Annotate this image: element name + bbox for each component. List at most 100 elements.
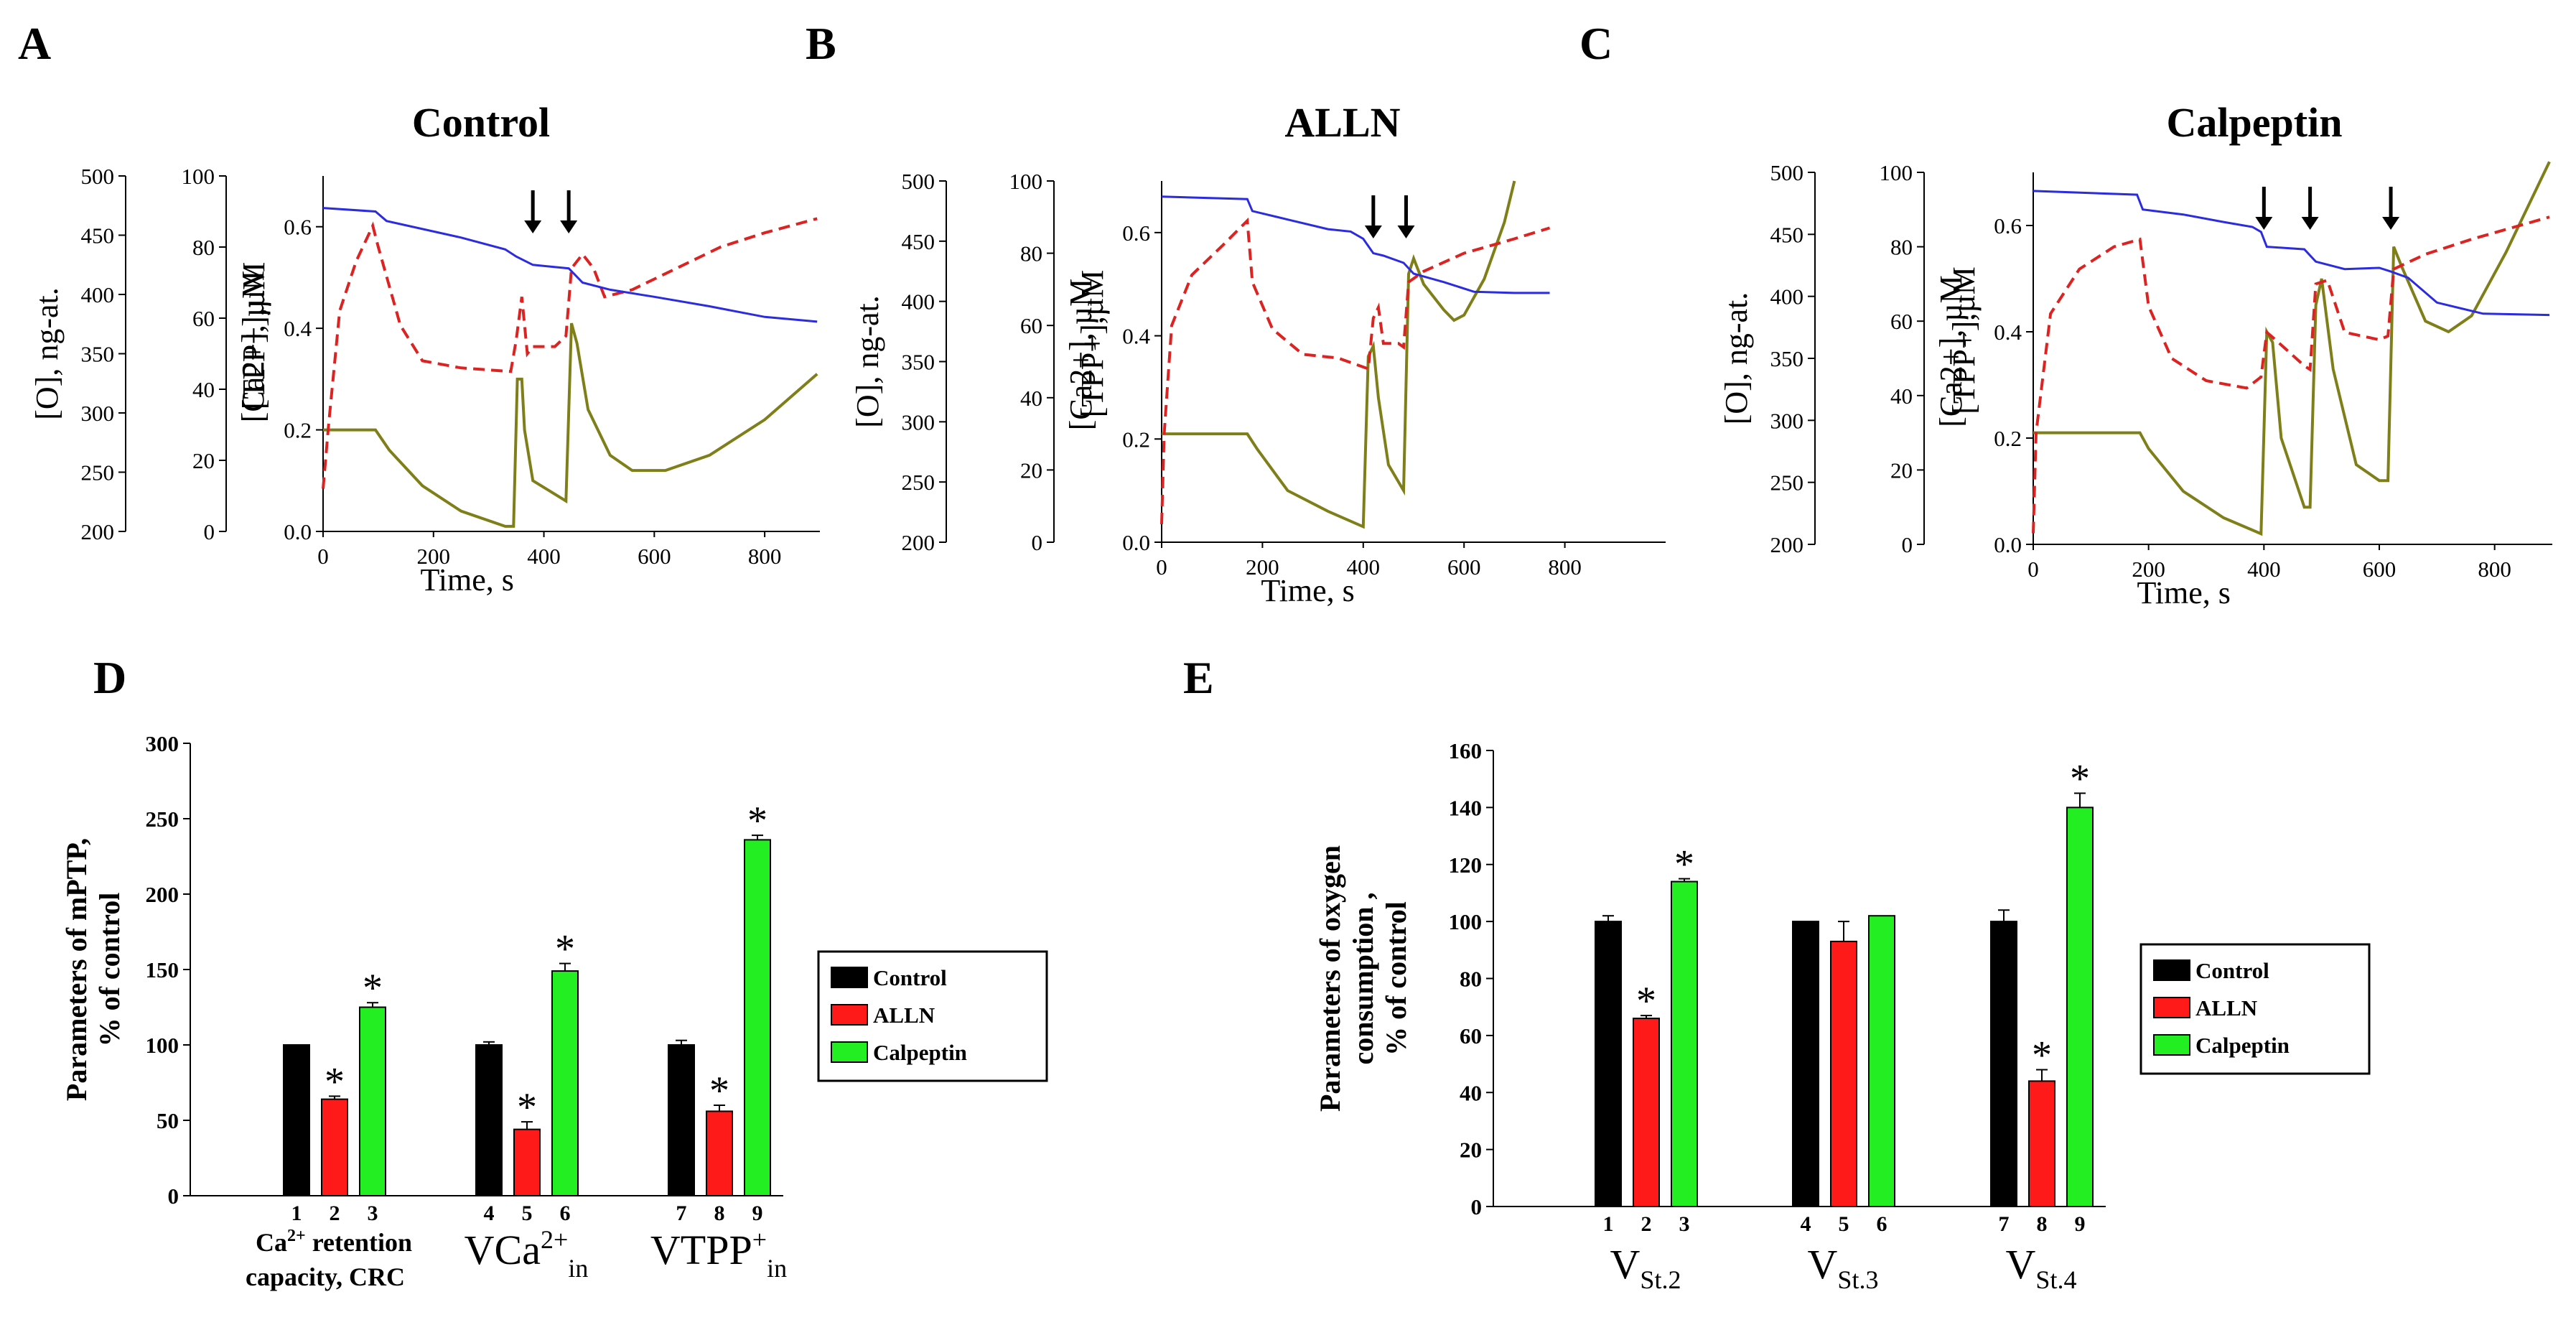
time-tick-label: 0	[1156, 554, 1167, 580]
bar-y-tick-label: 60	[1460, 1023, 1482, 1049]
time-tick-label: 600	[638, 544, 671, 569]
calcium-tick-label: 80	[1020, 241, 1042, 266]
time-tick-label: 600	[2363, 557, 2397, 582]
tpp-tick-label: 0.6	[1122, 220, 1150, 246]
calcium-tick-label: 0	[204, 519, 215, 544]
oxygen-tick-label: 200	[81, 519, 115, 544]
legend-label: Control	[873, 965, 947, 990]
tpp-tick-label: 0.2	[1122, 427, 1150, 452]
oxygen-tick-label: 350	[1770, 346, 1804, 371]
time-tick-label: 400	[1347, 554, 1381, 580]
bar-panel-oxygen: 0 20 40 60 80 100 120 140 160 Parameters of oxyge…	[1314, 738, 2371, 1294]
tpp-trace	[2033, 161, 2551, 536]
oxygen-tick-label: 400	[902, 289, 935, 315]
calcium-tick-label: 0	[1032, 530, 1043, 555]
panel-letter-b: B	[806, 18, 836, 69]
bar-number: 7	[1999, 1212, 2010, 1236]
oxygen-tick-label: 450	[1770, 222, 1804, 247]
calcium-tick-label: 0	[1902, 532, 1913, 557]
time-tick-label: 800	[748, 544, 782, 569]
bar-calpeptin	[1671, 880, 1698, 1207]
group-label: VCa2+in	[465, 1225, 589, 1283]
bar-alln	[321, 1098, 348, 1196]
bar-number: 4	[484, 1201, 495, 1225]
oxygen-tick-label: 250	[81, 460, 115, 485]
oxygen-axis-label: [O], ng-at.	[1719, 292, 1754, 425]
panel-title: Control	[412, 99, 550, 146]
group-label: VSt.3	[1808, 1241, 1879, 1294]
tpp-axis-label: [TPP+],µM	[1075, 270, 1110, 417]
bar-number: 2	[1641, 1212, 1652, 1236]
bar-number: 9	[2075, 1212, 2086, 1236]
tpp-tick-label: 0.2	[1994, 426, 2022, 451]
legend-label: Control	[2195, 958, 2269, 983]
bar-number: 9	[752, 1201, 763, 1225]
calcium-tick-label: 20	[192, 448, 215, 473]
tpp-axis-label: [TPP+],µM	[236, 262, 271, 409]
bar-number: 6	[560, 1201, 571, 1225]
oxygen-tick-label: 300	[81, 401, 115, 426]
oxygen-tick-label: 250	[1770, 470, 1804, 496]
panel-letter-c: C	[1579, 18, 1613, 69]
significance-star: *	[747, 799, 767, 843]
bar-y-tick-label: 250	[146, 806, 179, 832]
addition-arrow-head	[2301, 217, 2319, 230]
oxygen-axis-label: [O], ng-at.	[29, 287, 65, 420]
legend-swatch-alln	[2153, 997, 2190, 1018]
time-tick-label: 200	[1246, 554, 1279, 580]
oxygen-trace	[322, 207, 818, 323]
legend-swatch-control	[831, 967, 868, 988]
calcium-tick-label: 40	[1890, 383, 1913, 409]
calcium-tick-label: 20	[1890, 457, 1913, 483]
significance-star: *	[555, 927, 575, 972]
time-axis-label: Time, s	[420, 562, 513, 598]
oxygen-tick-label: 300	[1770, 408, 1804, 433]
oxygen-tick-label: 350	[81, 342, 115, 367]
bar-calpeptin	[551, 970, 579, 1196]
time-tick-label: 600	[1447, 554, 1481, 580]
group-label-line2: capacity, CRC	[246, 1263, 405, 1291]
time-tick-label: 0	[2027, 557, 2039, 582]
calcium-trace	[2032, 215, 2550, 534]
oxygen-tick-label: 400	[1770, 284, 1804, 310]
panel-letter-d: D	[93, 652, 126, 703]
bar-control	[283, 1044, 310, 1196]
legend-swatch-calpeptin	[2153, 1034, 2190, 1056]
significance-star: *	[709, 1069, 729, 1113]
significance-star: *	[2032, 1033, 2052, 1078]
addition-arrow-head	[1397, 226, 1415, 238]
panel-letter-a: A	[18, 18, 51, 69]
tpp-tick-label: 0.4	[1122, 324, 1150, 349]
tpp-tick-label: 0.0	[1122, 530, 1150, 555]
tpp-axis-label: [TPP+],µM	[1946, 266, 1982, 414]
bar-control	[668, 1044, 695, 1196]
bar-y-tick-label: 40	[1460, 1080, 1482, 1105]
significance-star: *	[1636, 979, 1656, 1023]
panel-title: Calpeptin	[2167, 99, 2343, 146]
bar-control	[1595, 921, 1622, 1207]
calcium-trace	[322, 217, 818, 489]
tpp-tick-label: 0.2	[284, 418, 312, 443]
oxygen-tick-label: 400	[81, 282, 115, 307]
bar-panel-mptp: 0 50 100 150 200 250 300 Parameters of mPTP,% o…	[60, 731, 1048, 1291]
legend-swatch-control	[2153, 959, 2190, 981]
calcium-tick-label: 60	[1020, 313, 1042, 338]
time-tick-label: 800	[1548, 554, 1582, 580]
significance-star: *	[363, 966, 383, 1010]
oxygen-tick-label: 500	[902, 169, 935, 194]
legend-label: ALLN	[2195, 995, 2257, 1021]
group-label: VSt.2	[1610, 1241, 1681, 1294]
bar-y-tick-label: 300	[146, 731, 179, 756]
bar-number: 8	[714, 1201, 725, 1225]
bar-alln	[513, 1128, 541, 1196]
legend-label: ALLN	[873, 1003, 935, 1028]
bar-y-tick-label: 50	[157, 1108, 179, 1133]
tpp-tick-label: 0.6	[1994, 213, 2022, 238]
tpp-tick-label: 0.0	[1994, 532, 2022, 557]
bar-calpeptin	[1868, 915, 1895, 1207]
bar-y-axis-label: Parameters of oxygen	[1314, 845, 1346, 1112]
calcium-tick-label: 100	[182, 164, 215, 189]
